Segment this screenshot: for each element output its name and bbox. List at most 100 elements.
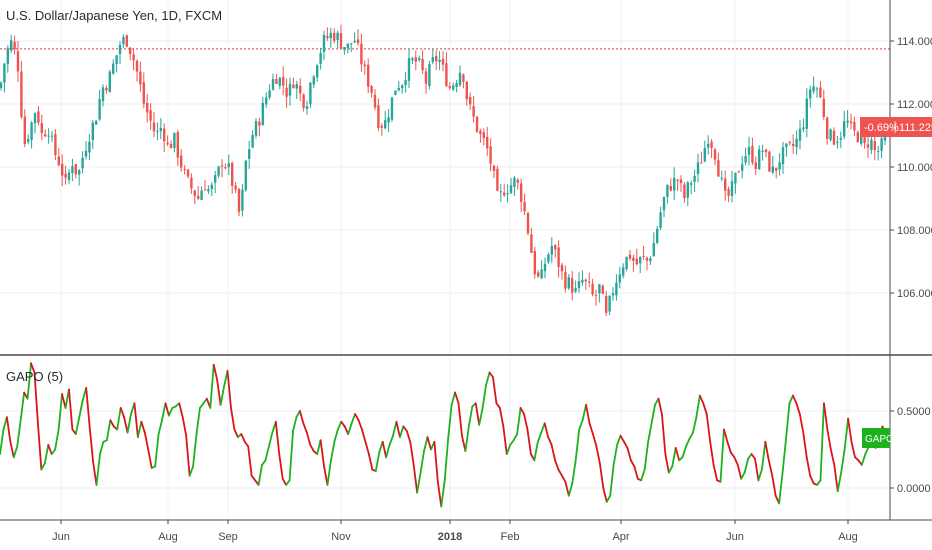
gapo-segment <box>343 425 350 436</box>
candle-body <box>513 177 516 187</box>
candle-body <box>588 281 591 283</box>
candle-body <box>203 189 207 191</box>
time-axis[interactable]: Jun Aug Sep Nov 2018 Feb Apr Jun Aug <box>52 520 858 543</box>
gapo-segment <box>309 443 315 452</box>
gapo-segment <box>457 402 463 437</box>
time-tick-label: Sep <box>218 531 238 543</box>
candle-body <box>659 212 662 229</box>
candle-body <box>350 43 353 45</box>
gapo-segment <box>302 422 308 434</box>
gapo-segment <box>605 494 612 503</box>
gapo-segment <box>547 436 553 446</box>
candle-body <box>533 250 536 275</box>
candle-body <box>635 258 638 265</box>
candle-body <box>112 63 115 74</box>
candle-body <box>707 143 710 148</box>
gapo-segment <box>40 462 46 471</box>
candle-body <box>231 162 234 186</box>
candle-body <box>645 257 649 261</box>
gapo-segment <box>350 413 356 425</box>
candle-body <box>268 90 271 98</box>
candle-body <box>37 111 40 123</box>
gapo-segment <box>119 407 126 419</box>
gapo-segment <box>688 431 694 440</box>
gapo-segment <box>278 453 284 480</box>
gapo-segment <box>116 407 122 431</box>
gapo-segment <box>860 453 867 466</box>
candle-body <box>129 47 132 54</box>
gapo-segment <box>30 362 36 374</box>
candle-body <box>428 64 431 87</box>
gapo-segment <box>268 431 274 448</box>
gapo-segment <box>426 436 432 451</box>
candle-body <box>873 141 876 151</box>
candle-body <box>248 149 251 159</box>
gapo-segment <box>819 402 825 482</box>
gapo-segment <box>771 474 777 497</box>
time-tick-label: Apr <box>612 531 629 543</box>
candle-body <box>322 34 326 53</box>
gapo-segment <box>461 434 467 452</box>
gapo-segment <box>781 437 787 474</box>
gapo-segment <box>478 407 484 426</box>
gapo-segment <box>5 416 12 443</box>
gapo-segment <box>750 453 756 460</box>
price-axis[interactable]: 114.000 112.000 110.000 108.000 106.000 <box>890 36 932 300</box>
candle-body <box>591 283 594 295</box>
candle-body <box>489 146 492 164</box>
gapo-segment <box>133 402 139 439</box>
gapo-segment <box>19 391 26 422</box>
price-tick-label: 114.000 <box>897 36 932 48</box>
candle-body <box>581 279 584 283</box>
gapo-segment <box>616 434 622 446</box>
candle-body <box>305 106 309 110</box>
candle-body <box>836 141 839 143</box>
candle-body <box>343 47 346 50</box>
candle-body <box>792 143 795 147</box>
candle-body <box>251 135 254 148</box>
gapo-axis[interactable]: 0.5000 0.0000 <box>890 406 931 495</box>
candle-body <box>632 257 635 261</box>
gapo-segment <box>550 443 556 462</box>
price-tick-label: 110.000 <box>897 162 932 174</box>
candle-body <box>84 150 88 157</box>
candle-body <box>81 157 84 169</box>
gapo-segment <box>357 419 363 431</box>
price-panel-bg[interactable] <box>0 0 890 354</box>
candle-body <box>482 132 485 139</box>
gapo-segment <box>533 440 539 462</box>
candle-body <box>744 155 747 163</box>
gapo-segment <box>488 371 494 379</box>
gapo-segment <box>126 413 132 434</box>
gapo-segment <box>836 471 843 492</box>
candle-body <box>696 162 700 175</box>
candle-body <box>227 163 230 168</box>
gapo-segment <box>554 459 560 471</box>
indicator-panel-bg[interactable] <box>0 356 890 520</box>
gapo-segment <box>147 448 153 469</box>
gapo-segment <box>657 397 663 415</box>
candle-body <box>67 172 71 180</box>
gapo-segment <box>123 416 129 434</box>
candle-body <box>761 150 764 152</box>
candle-body <box>764 149 768 153</box>
gapo-segment <box>47 443 53 456</box>
candle-body <box>275 79 278 84</box>
candle-body <box>115 55 118 65</box>
candle-body <box>265 97 268 105</box>
candle-body <box>802 127 805 130</box>
last-price-label: 111.225 <box>899 122 932 134</box>
gapo-segment <box>795 402 801 415</box>
candle-body <box>880 138 883 151</box>
gapo-segment <box>230 407 236 431</box>
candle-body <box>860 136 863 144</box>
candle-body <box>554 245 557 250</box>
candle-body <box>57 156 60 166</box>
gapo-segment <box>288 430 294 482</box>
candle-body <box>299 85 302 94</box>
candle-body <box>455 83 458 87</box>
candle-body <box>628 254 632 259</box>
gapo-segment <box>685 437 691 448</box>
gapo-segment <box>402 425 408 432</box>
gapo-segment <box>850 440 856 459</box>
